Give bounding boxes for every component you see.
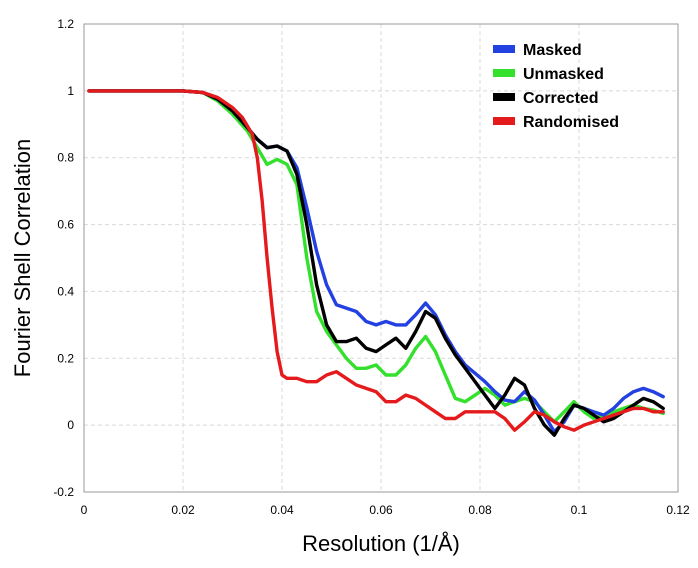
legend-swatch-masked — [493, 45, 515, 53]
legend-label-corrected: Corrected — [523, 90, 599, 107]
y-tick-label: 0.6 — [57, 218, 74, 232]
y-tick-label: 0.8 — [57, 151, 74, 165]
x-tick-label: 0.04 — [270, 503, 294, 517]
y-tick-label: 1 — [67, 84, 74, 98]
y-tick-label: 1.2 — [57, 17, 74, 31]
series-line-unmasked — [87, 89, 665, 424]
legend-label-unmasked: Unmasked — [523, 66, 604, 83]
y-tick-label: 0 — [67, 418, 74, 432]
x-tick-label: 0.08 — [468, 503, 492, 517]
y-tick-label: -0.2 — [53, 485, 74, 499]
plot-area-border — [83, 23, 679, 493]
series-line-randomised — [87, 89, 665, 432]
y-axis-title: Fourier Shell Correlation — [10, 139, 35, 377]
grid-lines — [84, 24, 678, 492]
series-line-corrected — [87, 89, 665, 437]
x-tick-label: 0 — [81, 503, 88, 517]
legend-label-randomised: Randomised — [523, 114, 619, 131]
x-axis-title: Resolution (1/Å) — [302, 531, 460, 556]
series-lines — [87, 89, 665, 437]
x-tick-label: 0.02 — [171, 503, 195, 517]
legend-label-masked: Masked — [523, 42, 582, 59]
y-tick-label: 0.4 — [57, 284, 74, 298]
x-tick-label: 0.06 — [369, 503, 393, 517]
y-tick-label: 0.2 — [57, 351, 74, 365]
x-tick-label: 0.12 — [666, 503, 690, 517]
legend-swatch-corrected — [493, 93, 515, 101]
legend: Masked Unmasked Corrected Randomised — [493, 42, 619, 131]
legend-swatch-randomised — [493, 117, 515, 125]
x-tick-label: 0.1 — [571, 503, 588, 517]
x-axis-tick-labels: 0 0.02 0.04 0.06 0.08 0.1 0.12 — [81, 503, 690, 517]
legend-swatch-unmasked — [493, 69, 515, 77]
y-axis-tick-labels: -0.2 0 0.2 0.4 0.6 0.8 1 1.2 — [53, 17, 74, 499]
